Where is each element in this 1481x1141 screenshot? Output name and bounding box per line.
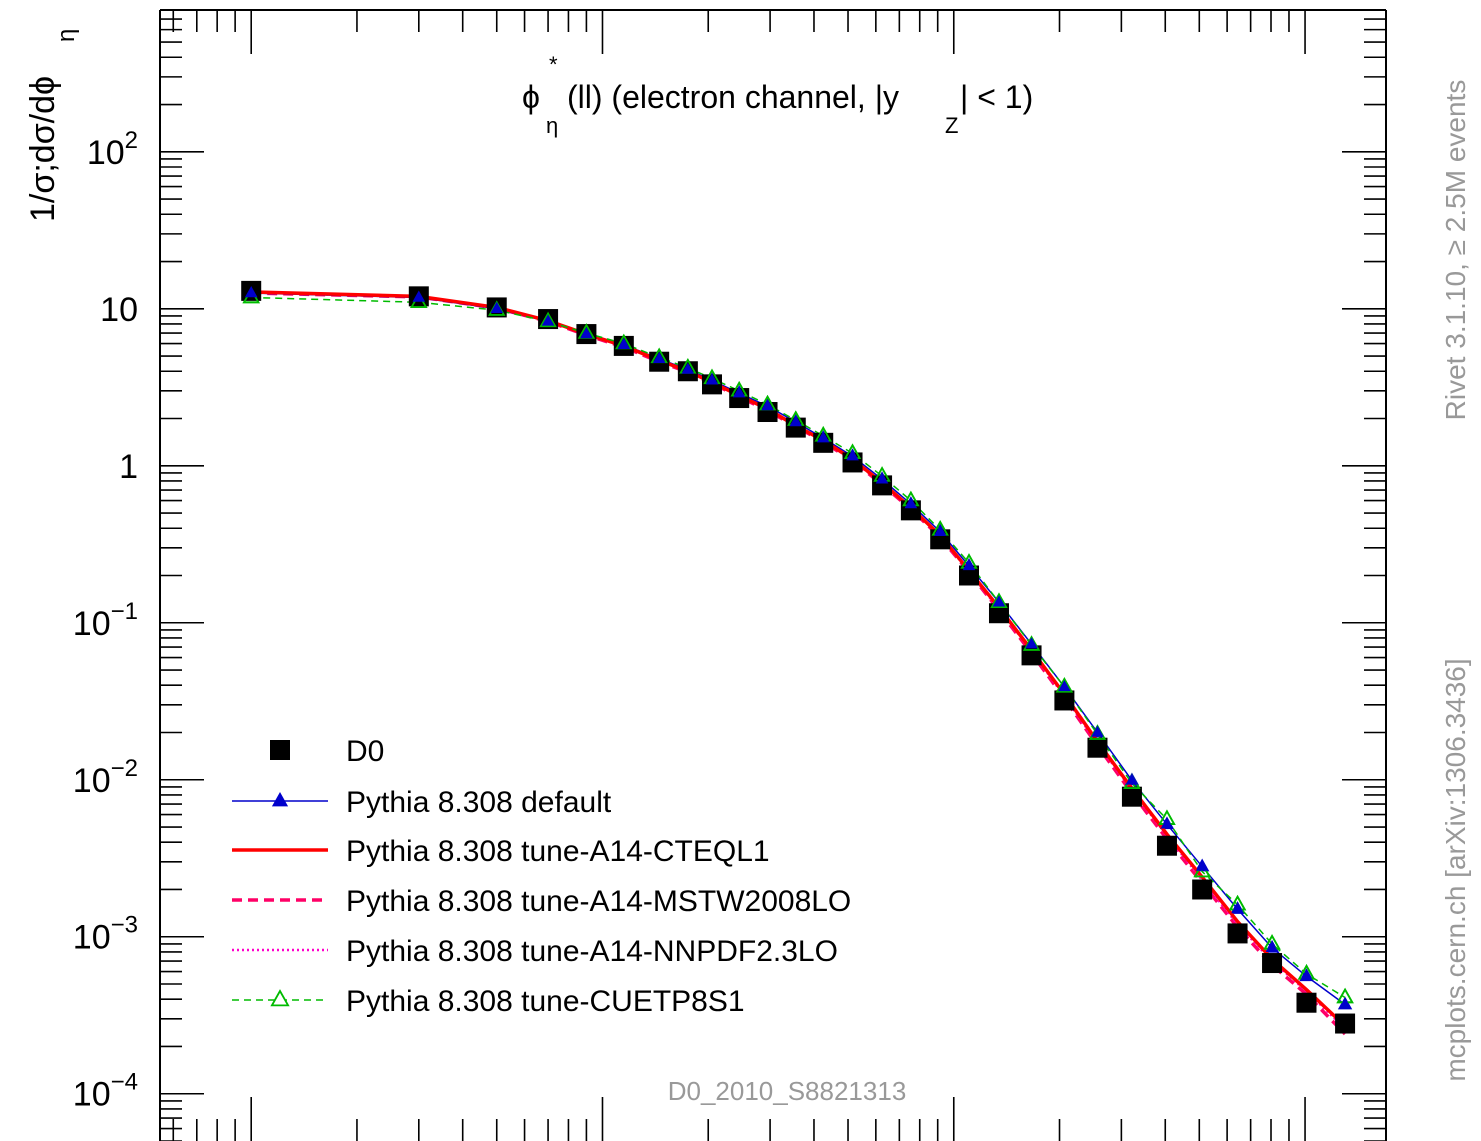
rivet-label: Rivet 3.1.10, ≥ 2.5M events [1440,80,1471,421]
series-point [1025,637,1038,649]
series-line [251,291,1347,1036]
y-tick-base: 10 [73,1076,111,1114]
series-point [1231,902,1244,914]
data-point [1054,690,1075,711]
legend-label: Pythia 8.308 tune-CUETP8S1 [346,985,745,1018]
y-axis-label: 1/σ;dσ/dϕ η [24,29,80,222]
series-point [933,524,947,536]
series-line [251,291,1346,1030]
y-tick-base: 10 [87,134,125,172]
series-point [732,386,746,398]
y-tick-base: 10 [73,919,111,957]
plot-annotation: ϕ * η (ll) (electron channel, |y Z | < 1… [522,52,1033,138]
y-tick-label: 1 [119,448,138,486]
series-point [580,327,593,339]
series-point [617,337,631,349]
series-point [1058,679,1071,692]
series-point [1300,969,1313,981]
series-point [1022,635,1041,651]
annotation-main: (ll) (electron channel, |y [567,79,899,115]
y-tick-label: 102 [87,127,138,172]
series-line [251,296,1346,999]
y-tick-base: 10 [73,762,111,800]
data-point [1296,992,1317,1013]
series-point [904,497,918,509]
series-point [1091,725,1104,737]
data-point [1121,786,1142,807]
y-tick-label: 10−3 [73,912,138,957]
y-tick-exponent: −3 [111,912,138,939]
data-layer [241,280,1356,1034]
y-tick-exponent: −4 [111,1069,138,1096]
series-layer [242,285,1354,1036]
data-point [1335,1013,1356,1034]
mcplots-label: mcplots.cern.ch [arXiv:1306.3436] [1440,658,1471,1081]
data-point [1262,953,1283,974]
annotation-star: * [549,52,558,77]
series-point [761,399,774,411]
series-point [875,472,889,484]
legend-marker-d0 [270,740,290,760]
annotation-eta: η [546,113,558,138]
series-point [705,373,719,385]
legend-label: Pythia 8.308 tune-A14-CTEQL1 [346,835,770,868]
legend-label: D0 [346,735,384,768]
y-tick-label: 10−1 [73,598,138,643]
series-point [1160,817,1174,829]
series-point [816,431,830,443]
data-point [1192,879,1213,900]
y-tick-base: 1 [119,448,138,486]
data-point [988,603,1009,624]
y-tick-base: 10 [73,605,111,643]
series-point [541,314,555,326]
watermark-label: D0_2010_S8821313 [668,1076,907,1106]
ylabel-sub: η [53,29,80,42]
y-tick-exponent: 2 [125,127,138,154]
y-tick-exponent: −2 [111,755,138,782]
legend-label: Pythia 8.308 tune-A14-MSTW2008LO [346,885,851,918]
legend-label: Pythia 8.308 tune-A14-NNPDF2.3LO [346,935,838,968]
series-point [962,558,976,571]
annotation-sub: Z [945,113,958,138]
annotation-end: | < 1) [960,79,1033,115]
data-point [1156,835,1177,856]
series-point [652,351,666,364]
data-point [958,565,979,586]
series-point [681,362,695,374]
legend-marker [271,792,289,807]
axis-ticks [160,9,1386,1141]
legend: D0 Pythia 8.308 default Pythia 8.308 tune-… [232,735,851,1018]
series-point [244,286,258,298]
ylabel-main: 1/σ;dσ/dϕ [24,76,62,222]
legend-label: Pythia 8.308 default [346,786,612,819]
y-tick-base: 10 [100,291,138,329]
data-point [1227,923,1248,944]
series-point [846,449,859,461]
series-point [412,290,426,302]
series-point [990,592,1008,608]
annotation-phi: ϕ [522,79,540,115]
series-point [539,311,557,328]
series-point [992,595,1006,607]
series-point [1195,859,1209,871]
y-tick-label: 10 [100,291,138,329]
series-point [1125,773,1139,785]
series-point [1055,677,1074,693]
legend-marker [270,989,290,1007]
series-point [789,415,803,427]
y-tick-label: 10−4 [73,1069,138,1114]
series-point [1265,940,1279,953]
data-point [1087,737,1108,758]
series-point [1338,997,1352,1009]
y-tick-label: 10−2 [73,755,138,800]
y-tick-exponent: −1 [111,598,138,625]
series-point [490,301,504,313]
plot-frame [159,9,1387,1141]
